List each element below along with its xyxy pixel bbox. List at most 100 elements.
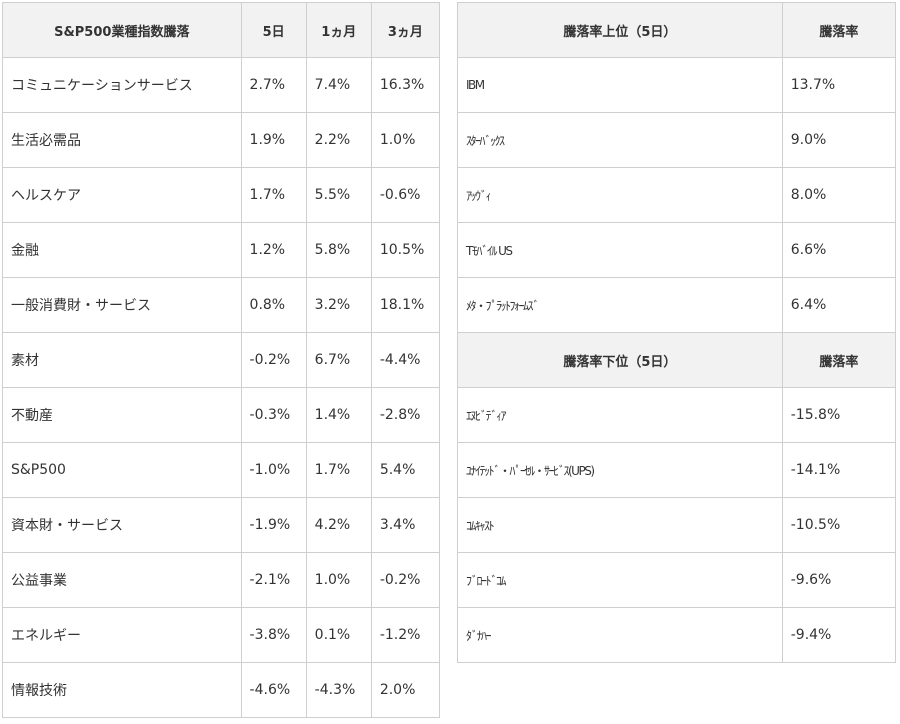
- change-1m: 3.2%: [305, 277, 372, 333]
- stock-name: ﾒﾀ・ﾌﾟﾗｯﾄﾌｫｰﾑｽﾞ: [457, 277, 783, 333]
- top-header-rate: 騰落率: [781, 2, 897, 58]
- table-row: エネルギー -3.8% 0.1% -1.2%: [2, 607, 441, 663]
- sector-header-3m: 3ヵ月: [370, 2, 441, 58]
- table-row: 資本財・サービス -1.9% 4.2% 3.4%: [2, 497, 441, 553]
- change-1m: 0.1%: [305, 607, 372, 663]
- table-row: ﾒﾀ・ﾌﾟﾗｯﾄﾌｫｰﾑｽﾞ 6.4%: [457, 277, 897, 333]
- change-5d: 0.8%: [240, 277, 307, 333]
- change-1m: 4.2%: [305, 497, 372, 553]
- sector-name: 生活必需品: [2, 112, 242, 168]
- change-rate: 9.0%: [781, 112, 897, 168]
- table-row: ｱｯｳﾞｨ 8.0%: [457, 167, 897, 223]
- change-5d: -3.8%: [240, 607, 307, 663]
- change-rate: 6.4%: [781, 277, 897, 333]
- change-3m: 2.0%: [370, 662, 441, 718]
- change-3m: 18.1%: [370, 277, 441, 333]
- bottom-header-row: 騰落率下位（5日） 騰落率: [457, 332, 897, 388]
- sector-name: エネルギー: [2, 607, 242, 663]
- change-5d: 2.7%: [240, 57, 307, 113]
- sector-name: 不動産: [2, 387, 242, 443]
- sector-index-table: S&P500業種指数騰落 5日 1ヵ月 3ヵ月 コミュニケーションサービス 2.7…: [2, 2, 441, 718]
- change-3m: 3.4%: [370, 497, 441, 553]
- change-1m: 6.7%: [305, 332, 372, 388]
- table-row: ｴﾇﾋﾞﾃﾞｨｱ -15.8%: [457, 387, 897, 443]
- change-3m: 5.4%: [370, 442, 441, 498]
- table-row: ヘルスケア 1.7% 5.5% -0.6%: [2, 167, 441, 223]
- change-1m: 1.7%: [305, 442, 372, 498]
- top-header-name: 騰落率上位（5日）: [457, 2, 783, 58]
- change-5d: 1.2%: [240, 222, 307, 278]
- change-1m: 5.8%: [305, 222, 372, 278]
- stock-name: Tﾓﾊﾞｲﾙ US: [457, 222, 783, 278]
- table-row: S&P500 -1.0% 1.7% 5.4%: [2, 442, 441, 498]
- sector-name: 資本財・サービス: [2, 497, 242, 553]
- sector-name: コミュニケーションサービス: [2, 57, 242, 113]
- table-row: ﾀﾞﾅﾊｰ -9.4%: [457, 607, 897, 663]
- change-3m: -2.8%: [370, 387, 441, 443]
- change-rate: 13.7%: [781, 57, 897, 113]
- sector-header-row: S&P500業種指数騰落 5日 1ヵ月 3ヵ月: [2, 2, 441, 58]
- change-1m: 7.4%: [305, 57, 372, 113]
- change-5d: -0.3%: [240, 387, 307, 443]
- sector-name: 情報技術: [2, 662, 242, 718]
- table-row: ｽﾀｰﾊﾞｯｸｽ 9.0%: [457, 112, 897, 168]
- change-1m: 1.0%: [305, 552, 372, 608]
- sector-name: 素材: [2, 332, 242, 388]
- table-row: IBM 13.7%: [457, 57, 897, 113]
- change-rate: -9.6%: [781, 552, 897, 608]
- change-3m: 10.5%: [370, 222, 441, 278]
- bottom-header-rate: 騰落率: [781, 332, 897, 388]
- sector-name: 公益事業: [2, 552, 242, 608]
- change-3m: -0.2%: [370, 552, 441, 608]
- change-1m: -4.3%: [305, 662, 372, 718]
- stock-name: ｱｯｳﾞｨ: [457, 167, 783, 223]
- change-3m: -1.2%: [370, 607, 441, 663]
- change-5d: -1.9%: [240, 497, 307, 553]
- sector-name: 一般消費財・サービス: [2, 277, 242, 333]
- change-rate: -15.8%: [781, 387, 897, 443]
- change-1m: 5.5%: [305, 167, 372, 223]
- table-row: ｺﾑｷｬｽﾄ -10.5%: [457, 497, 897, 553]
- sector-name: S&P500: [2, 442, 242, 498]
- change-5d: -0.2%: [240, 332, 307, 388]
- stock-change-table: 騰落率上位（5日） 騰落率 IBM 13.7% ｽﾀｰﾊﾞｯｸｽ 9.0% ｱｯｳﾞｨ 8…: [457, 2, 897, 663]
- change-1m: 2.2%: [305, 112, 372, 168]
- change-rate: -14.1%: [781, 442, 897, 498]
- table-row: 金融 1.2% 5.8% 10.5%: [2, 222, 441, 278]
- stock-name: ｺﾑｷｬｽﾄ: [457, 497, 783, 553]
- change-3m: 1.0%: [370, 112, 441, 168]
- table-row: 情報技術 -4.6% -4.3% 2.0%: [2, 662, 441, 718]
- stock-name: IBM: [457, 57, 783, 113]
- change-rate: 8.0%: [781, 167, 897, 223]
- table-row: 不動産 -0.3% 1.4% -2.8%: [2, 387, 441, 443]
- change-1m: 1.4%: [305, 387, 372, 443]
- change-3m: -0.6%: [370, 167, 441, 223]
- sector-header-name: S&P500業種指数騰落: [2, 2, 242, 58]
- change-5d: 1.9%: [240, 112, 307, 168]
- stock-name: ﾕﾅｲﾃｯﾄﾞ・ﾊﾟｰｾﾙ・ｻｰﾋﾞｽ(UPS): [457, 442, 783, 498]
- stock-name: ｽﾀｰﾊﾞｯｸｽ: [457, 112, 783, 168]
- sector-name: 金融: [2, 222, 242, 278]
- table-row: 素材 -0.2% 6.7% -4.4%: [2, 332, 441, 388]
- change-5d: -2.1%: [240, 552, 307, 608]
- sector-header-5d: 5日: [240, 2, 307, 58]
- stock-name: ﾌﾞﾛｰﾄﾞｺﾑ: [457, 552, 783, 608]
- change-3m: -4.4%: [370, 332, 441, 388]
- change-5d: -4.6%: [240, 662, 307, 718]
- table-row: ﾌﾞﾛｰﾄﾞｺﾑ -9.6%: [457, 552, 897, 608]
- change-rate: 6.6%: [781, 222, 897, 278]
- sector-header-1m: 1ヵ月: [305, 2, 372, 58]
- table-row: ﾕﾅｲﾃｯﾄﾞ・ﾊﾟｰｾﾙ・ｻｰﾋﾞｽ(UPS) -14.1%: [457, 442, 897, 498]
- change-3m: 16.3%: [370, 57, 441, 113]
- table-row: 一般消費財・サービス 0.8% 3.2% 18.1%: [2, 277, 441, 333]
- stock-name: ﾀﾞﾅﾊｰ: [457, 607, 783, 663]
- table-row: 生活必需品 1.9% 2.2% 1.0%: [2, 112, 441, 168]
- bottom-header-name: 騰落率下位（5日）: [457, 332, 783, 388]
- table-row: 公益事業 -2.1% 1.0% -0.2%: [2, 552, 441, 608]
- change-rate: -9.4%: [781, 607, 897, 663]
- change-rate: -10.5%: [781, 497, 897, 553]
- table-row: Tﾓﾊﾞｲﾙ US 6.6%: [457, 222, 897, 278]
- table-row: コミュニケーションサービス 2.7% 7.4% 16.3%: [2, 57, 441, 113]
- top-header-row: 騰落率上位（5日） 騰落率: [457, 2, 897, 58]
- stock-name: ｴﾇﾋﾞﾃﾞｨｱ: [457, 387, 783, 443]
